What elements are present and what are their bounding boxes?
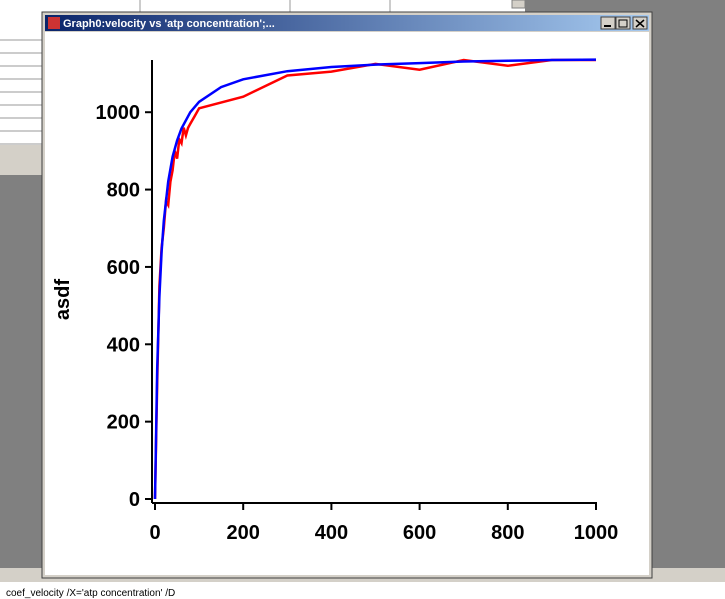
table-scroll [0,145,42,175]
table-grid [0,0,391,145]
command-text: coef_velocity /X='atp concentration' /D [6,588,175,599]
y-tick-label: 800 [107,180,140,202]
scrollbar[interactable] [511,0,526,9]
minimize[interactable] [600,16,616,30]
plot-area [45,32,649,575]
x-tick-label: 1000 [574,522,619,544]
y-tick-label: 600 [107,257,140,279]
y-axis-label: asdf [52,279,74,320]
y-tick-label: 400 [107,334,140,356]
command-area[interactable] [0,582,725,599]
x-tick-label: 200 [227,522,260,544]
title-bar[interactable] [45,15,649,31]
table-strip [0,0,525,12]
x-tick-label: 600 [403,522,436,544]
y-tick-label: 0 [129,489,140,511]
plot: 0 200 400 600 800 1000 0 200 400 600 800 1000 asdf [52,58,619,544]
window-buttons[interactable] [600,16,648,30]
window-icon [48,17,60,29]
x-tick-label: 0 [149,522,160,544]
x-tick-label: 400 [315,522,348,544]
y-tick-label: 1000 [96,102,141,124]
y-tick-label: 200 [107,412,140,434]
x-tick-label: 800 [491,522,524,544]
data-line [153,58,597,500]
window-title: Graph0:velocity vs 'atp concentration';.… [63,18,275,30]
